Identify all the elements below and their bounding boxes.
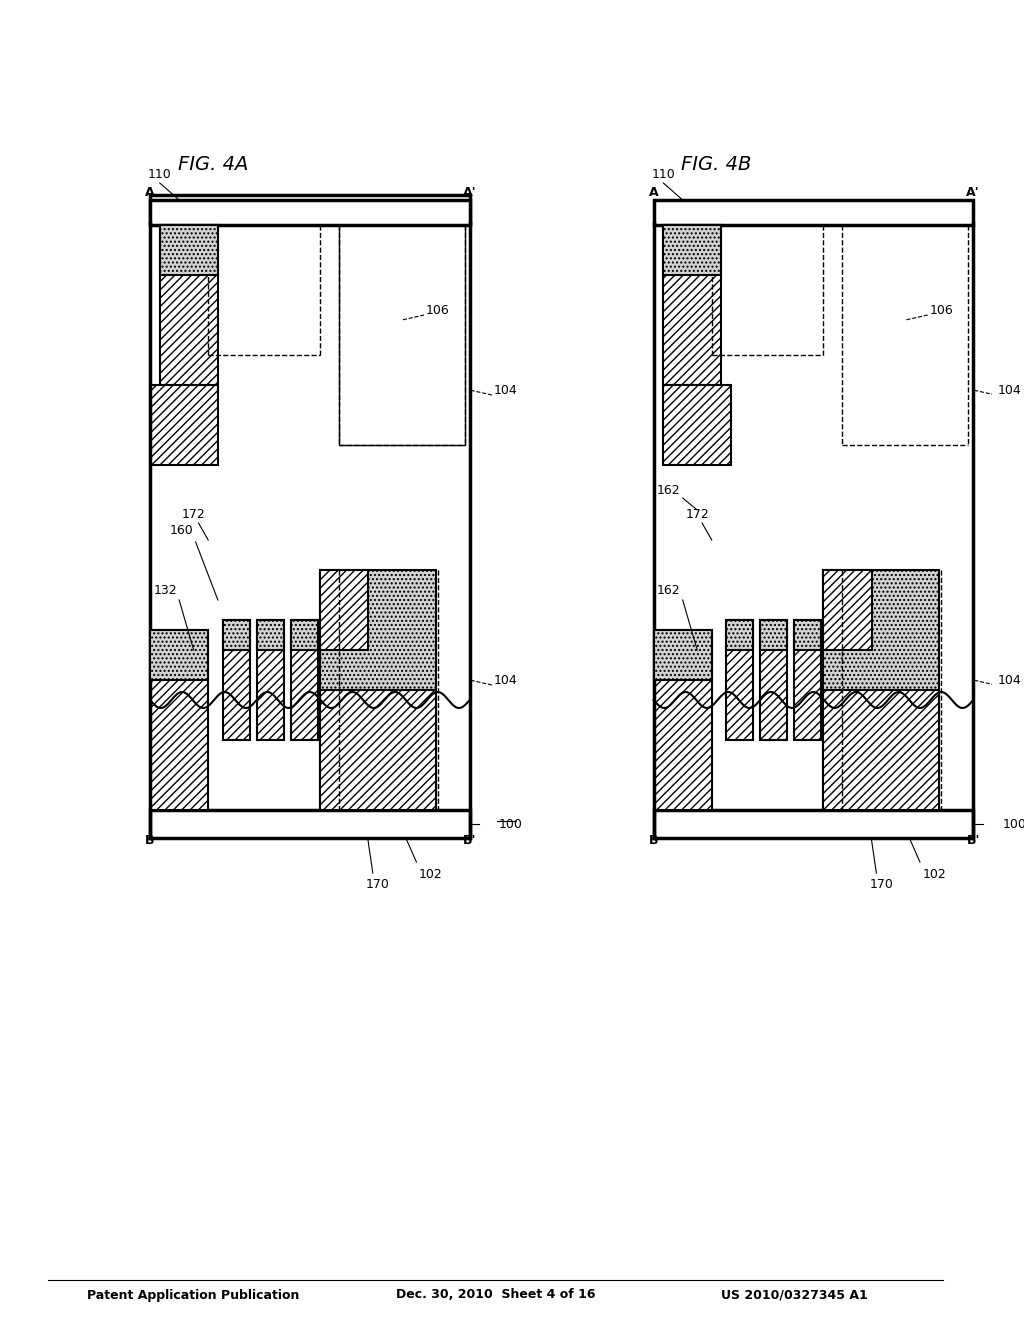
Bar — [257, 620, 284, 741]
Bar — [223, 620, 250, 649]
Text: FIG. 4B: FIG. 4B — [681, 156, 752, 174]
Text: B': B' — [967, 833, 980, 846]
Bar — [823, 690, 939, 810]
Bar — [223, 620, 250, 741]
Text: 100: 100 — [499, 817, 522, 830]
Bar — [653, 630, 712, 810]
Bar — [319, 570, 368, 649]
Bar — [726, 620, 754, 649]
Text: US 2010/0327345 A1: US 2010/0327345 A1 — [721, 1288, 867, 1302]
Text: B': B' — [463, 833, 476, 846]
Bar — [823, 570, 939, 810]
Bar — [291, 620, 317, 741]
Text: 106: 106 — [930, 304, 953, 317]
Text: 104: 104 — [997, 673, 1021, 686]
Bar — [823, 570, 871, 649]
Bar — [760, 620, 787, 649]
Text: 104: 104 — [494, 384, 517, 396]
Text: 172: 172 — [182, 508, 206, 521]
Text: 110: 110 — [147, 169, 172, 181]
Text: 170: 170 — [366, 879, 389, 891]
Text: Patent Application Publication: Patent Application Publication — [87, 1288, 300, 1302]
Text: 102: 102 — [419, 869, 442, 882]
Bar — [151, 810, 470, 838]
Bar — [653, 201, 973, 224]
Bar — [726, 620, 754, 741]
Text: 132: 132 — [154, 583, 177, 597]
Text: 102: 102 — [923, 869, 946, 882]
Text: 104: 104 — [997, 384, 1021, 396]
Bar — [653, 630, 712, 680]
Bar — [319, 570, 436, 810]
Bar — [794, 620, 821, 741]
Bar — [664, 385, 731, 465]
Bar — [339, 224, 465, 445]
Text: 110: 110 — [651, 169, 675, 181]
Text: Dec. 30, 2010  Sheet 4 of 16: Dec. 30, 2010 Sheet 4 of 16 — [396, 1288, 596, 1302]
Text: B: B — [649, 833, 658, 846]
Text: 162: 162 — [657, 583, 681, 597]
Bar — [160, 224, 218, 385]
Text: FIG. 4A: FIG. 4A — [178, 156, 248, 174]
Bar — [291, 620, 317, 649]
Text: 100: 100 — [1002, 817, 1024, 830]
Bar — [257, 620, 284, 649]
Text: A: A — [649, 186, 658, 199]
Text: A': A' — [463, 186, 476, 199]
Text: 170: 170 — [869, 879, 893, 891]
Text: B: B — [145, 833, 155, 846]
Bar — [319, 690, 436, 810]
Bar — [664, 224, 722, 275]
Text: A: A — [145, 186, 155, 199]
Bar — [794, 620, 821, 649]
Bar — [151, 385, 218, 465]
Bar — [160, 224, 218, 275]
Text: A': A' — [967, 186, 980, 199]
Bar — [760, 620, 787, 741]
Bar — [151, 195, 470, 223]
Text: 172: 172 — [685, 508, 709, 521]
Text: 104: 104 — [494, 673, 517, 686]
Text: 162: 162 — [657, 483, 681, 496]
Text: 160: 160 — [170, 524, 194, 536]
Bar — [664, 224, 722, 385]
Bar — [151, 201, 470, 224]
Bar — [151, 630, 208, 810]
Text: 106: 106 — [426, 304, 450, 317]
Bar — [653, 810, 973, 838]
Bar — [151, 630, 208, 680]
